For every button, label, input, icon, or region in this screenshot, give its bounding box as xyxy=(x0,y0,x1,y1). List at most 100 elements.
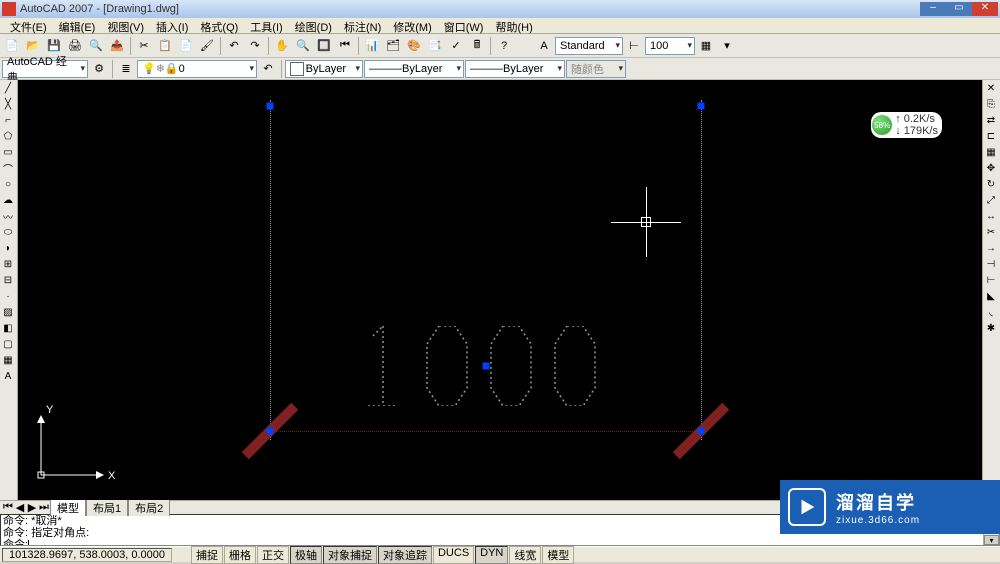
line-tool[interactable]: ╱ xyxy=(0,80,16,96)
erase-tool[interactable]: ✕ xyxy=(983,80,999,96)
design-center-button[interactable]: 🗂 xyxy=(383,36,403,56)
array-tool[interactable]: ▦ xyxy=(983,144,999,160)
menu-tools[interactable]: 工具(I) xyxy=(244,18,288,33)
explode-tool[interactable]: ✱ xyxy=(983,320,999,336)
textstyle-dropdown[interactable]: Standard xyxy=(555,37,623,55)
linetype-dropdown[interactable]: ——— ByLayer xyxy=(364,60,464,78)
ellipse-arc-tool[interactable]: ◗ xyxy=(0,240,16,256)
mirror-tool[interactable]: ⇄ xyxy=(983,112,999,128)
menu-draw[interactable]: 绘图(D) xyxy=(289,18,338,33)
close-button[interactable]: ✕ xyxy=(972,2,998,16)
status-toggle-1[interactable]: 栅格 xyxy=(224,546,256,564)
extension-line-0[interactable] xyxy=(270,100,271,440)
qcalc-button[interactable]: 🖩 xyxy=(467,36,487,56)
zoom-rt-button[interactable]: 🔍 xyxy=(293,36,313,56)
dimension-line[interactable] xyxy=(270,431,701,432)
menu-window[interactable]: 窗口(W) xyxy=(438,18,490,33)
zoom-prev-button[interactable]: ⏮ xyxy=(335,36,355,56)
tool-palettes-button[interactable]: 🎨 xyxy=(404,36,424,56)
pan-button[interactable]: ✋ xyxy=(272,36,292,56)
copy-tool[interactable]: ⎘ xyxy=(983,96,999,112)
maximize-button[interactable]: ▭ xyxy=(946,2,972,16)
status-toggle-3[interactable]: 极轴 xyxy=(290,546,322,564)
scale-tool[interactable]: ⤢ xyxy=(983,192,999,208)
offset-tool[interactable]: ⊏ xyxy=(983,128,999,144)
hatch-tool[interactable]: ▨ xyxy=(0,304,16,320)
extend-tool[interactable]: → xyxy=(983,240,999,256)
dimstyle-dropdown[interactable]: 100 xyxy=(645,37,695,55)
move-tool[interactable]: ✥ xyxy=(983,160,999,176)
color-dropdown[interactable]: ByLayer xyxy=(285,60,363,78)
menu-help[interactable]: 帮助(H) xyxy=(489,18,538,33)
menu-file[interactable]: 文件(E) xyxy=(4,18,53,33)
stretch-tool[interactable]: ↔ xyxy=(983,208,999,224)
status-toggle-6[interactable]: DUCS xyxy=(433,546,474,564)
tablestyle-icon[interactable]: ▦ xyxy=(696,36,716,56)
grip-4[interactable] xyxy=(483,363,490,370)
polygon-tool[interactable]: ⬠ xyxy=(0,128,16,144)
menu-modify[interactable]: 修改(M) xyxy=(387,18,438,33)
status-toggle-7[interactable]: DYN xyxy=(475,546,508,564)
gradient-tool[interactable]: ◧ xyxy=(0,320,16,336)
paste-button[interactable]: 📄 xyxy=(176,36,196,56)
grip-0[interactable] xyxy=(267,103,274,110)
menu-view[interactable]: 视图(V) xyxy=(101,18,150,33)
xline-tool[interactable]: ╳ xyxy=(0,96,16,112)
ellipse-tool[interactable]: ⬭ xyxy=(0,224,16,240)
tab-prev[interactable]: ◀ xyxy=(14,501,26,514)
copy-button[interactable]: 📋 xyxy=(155,36,175,56)
fillet-tool[interactable]: ◟ xyxy=(983,304,999,320)
plotstyle-dropdown[interactable]: 随颜色 xyxy=(566,60,626,78)
redo-button[interactable]: ↷ xyxy=(245,36,265,56)
status-toggle-4[interactable]: 对象捕捉 xyxy=(323,546,377,564)
extension-line-1[interactable] xyxy=(701,100,702,440)
pline-tool[interactable]: ⌐ xyxy=(0,112,16,128)
point-tool[interactable]: · xyxy=(0,288,16,304)
layer-dropdown[interactable]: 💡❄🔒 0 xyxy=(137,60,257,78)
minimize-button[interactable]: – xyxy=(920,2,946,16)
zoom-win-button[interactable]: 🔲 xyxy=(314,36,334,56)
table-tool[interactable]: ▦ xyxy=(0,352,16,368)
grip-2[interactable] xyxy=(267,428,274,435)
matchprop-button[interactable]: 🖌 xyxy=(197,36,217,56)
tab-first[interactable]: ⏮ xyxy=(2,501,14,514)
grip-1[interactable] xyxy=(698,103,705,110)
workspace-settings-button[interactable]: ⚙ xyxy=(89,59,109,79)
rectangle-tool[interactable]: ▭ xyxy=(0,144,16,160)
menu-insert[interactable]: 插入(I) xyxy=(150,18,194,33)
rotate-tool[interactable]: ↻ xyxy=(983,176,999,192)
tab-next[interactable]: ▶ xyxy=(26,501,38,514)
menu-edit[interactable]: 编辑(E) xyxy=(53,18,102,33)
mtext-tool[interactable]: A xyxy=(0,368,16,384)
chamfer-tool[interactable]: ◣ xyxy=(983,288,999,304)
textstyle-icon[interactable]: A xyxy=(534,36,554,56)
preview-button[interactable]: 🔍 xyxy=(86,36,106,56)
circle-tool[interactable]: ○ xyxy=(0,176,16,192)
join-tool[interactable]: ⊢ xyxy=(983,272,999,288)
break-tool[interactable]: ⊣ xyxy=(983,256,999,272)
menu-format[interactable]: 格式(Q) xyxy=(194,18,244,33)
workspace-dropdown[interactable]: AutoCAD 经典 xyxy=(2,60,88,78)
arc-tool[interactable]: ⌒ xyxy=(0,160,16,176)
status-toggle-0[interactable]: 捕捉 xyxy=(191,546,223,564)
coordinates[interactable]: 101328.9697, 538.0003, 0.0000 xyxy=(2,548,172,562)
make-block-tool[interactable]: ⊟ xyxy=(0,272,16,288)
menu-dimension[interactable]: 标注(N) xyxy=(338,18,387,33)
tablestyle-dd[interactable]: ▾ xyxy=(717,36,737,56)
sheet-set-button[interactable]: 📑 xyxy=(425,36,445,56)
cut-button[interactable]: ✂ xyxy=(134,36,154,56)
status-toggle-9[interactable]: 模型 xyxy=(542,546,574,564)
grip-3[interactable] xyxy=(698,428,705,435)
markup-button[interactable]: ✓ xyxy=(446,36,466,56)
dimstyle-icon[interactable]: ⊢ xyxy=(624,36,644,56)
tab-layout2[interactable]: 布局2 xyxy=(128,499,170,516)
revcloud-tool[interactable]: ☁ xyxy=(0,192,16,208)
status-toggle-8[interactable]: 线宽 xyxy=(509,546,541,564)
spline-tool[interactable]: 〰 xyxy=(0,208,16,224)
status-toggle-5[interactable]: 对象追踪 xyxy=(378,546,432,564)
status-toggle-2[interactable]: 正交 xyxy=(257,546,289,564)
layer-props-button[interactable]: ≣ xyxy=(116,59,136,79)
lineweight-dropdown[interactable]: ——— ByLayer xyxy=(465,60,565,78)
tab-layout1[interactable]: 布局1 xyxy=(86,499,128,516)
tab-last[interactable]: ⏭ xyxy=(38,501,50,514)
